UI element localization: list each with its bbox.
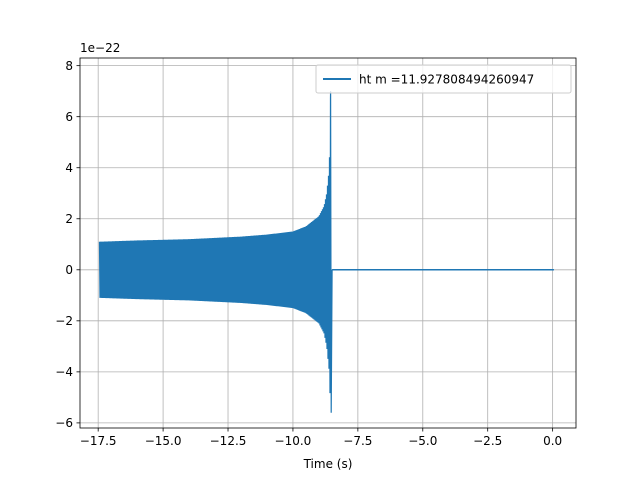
y-tick-label: 2 [65,212,73,226]
plot-frame [79,57,577,429]
x-tick-label: −7.5 [343,434,372,448]
y-tick-label: −4 [55,365,73,379]
x-tick-label: −12.5 [210,434,247,448]
y-tick-label: 4 [65,161,73,175]
x-axis-label: Time (s) [303,457,353,471]
x-tick-label: −10.0 [275,434,312,448]
data-layer [98,91,554,413]
y-tick-label: −6 [55,416,73,430]
legend-entry-label: ht m =11.927808494260947 [359,73,534,87]
y-offset-text: 1e−22 [80,41,120,55]
x-tick-label: −2.5 [473,434,502,448]
x-tick-label: −5.0 [408,434,437,448]
legend: ht m =11.927808494260947 [315,64,572,94]
series-waveform [98,91,333,413]
x-tick-label: −15.0 [145,434,182,448]
legend-box [315,64,572,94]
y-tick-label: 6 [65,110,73,124]
ticks: −17.5 −15.0 −12.5 −10.0 −7.5 −5.0 −2.5 0.0 −6 −4 −… [55,59,562,448]
x-tick-label: −17.5 [80,434,117,448]
x-tick-label: 0.0 [543,434,562,448]
y-tick-label: 0 [65,263,73,277]
y-tick-label: −2 [55,314,73,328]
y-tick-label: 8 [65,59,73,73]
